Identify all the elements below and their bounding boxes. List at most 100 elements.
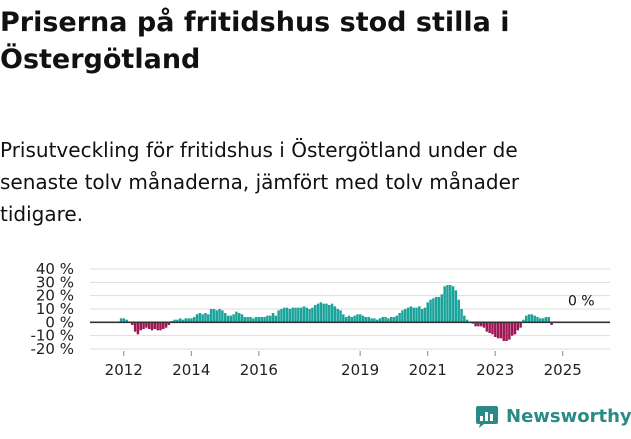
bar <box>198 313 202 323</box>
x-axis-ticks: 2012 2014 2016 2019 2021 2023 2025 <box>105 351 582 379</box>
bar <box>336 309 339 323</box>
y-tick-label: -10 % <box>30 327 74 345</box>
bar <box>434 297 438 323</box>
bar <box>201 314 204 323</box>
bar <box>381 317 384 323</box>
y-tick-label: 30 % <box>36 273 74 291</box>
bar <box>162 322 165 329</box>
bar <box>516 322 520 331</box>
bar <box>226 315 230 323</box>
bar <box>218 309 221 323</box>
bar <box>367 317 370 323</box>
x-tick-label: 2012 <box>105 361 143 379</box>
bar <box>550 322 553 325</box>
bar <box>539 318 542 323</box>
y-axis-ticks: 40 %30 %20 %10 %0 %-10 %-20 % <box>30 260 74 358</box>
bar <box>249 317 252 323</box>
bar <box>361 315 365 323</box>
bar <box>370 318 373 323</box>
bar <box>418 306 421 323</box>
bar <box>325 303 328 323</box>
bar <box>356 314 359 323</box>
bar <box>412 307 415 323</box>
bar <box>373 318 376 323</box>
bar <box>260 317 263 323</box>
bar <box>142 322 145 329</box>
bar <box>344 317 348 323</box>
bar <box>451 286 455 323</box>
bar <box>401 310 404 323</box>
bar <box>536 317 539 323</box>
bar <box>190 318 193 323</box>
bar <box>153 322 157 329</box>
bar <box>311 307 314 323</box>
newsworthy-logo-icon <box>476 406 498 428</box>
bar <box>167 322 171 325</box>
bar <box>322 303 325 323</box>
bar <box>243 317 247 323</box>
bar <box>429 299 432 323</box>
bar <box>392 317 396 323</box>
bar <box>232 314 235 323</box>
bar <box>173 319 176 323</box>
bar <box>426 302 429 323</box>
bar <box>375 319 379 323</box>
bar <box>192 317 196 323</box>
bar <box>479 322 483 327</box>
bar <box>254 317 258 323</box>
bar <box>510 322 514 336</box>
bar <box>221 310 224 323</box>
bar <box>285 307 289 323</box>
bar <box>212 309 216 323</box>
bar <box>463 315 466 323</box>
x-tick-label: 2023 <box>476 361 514 379</box>
y-tick-label: 10 % <box>36 300 74 318</box>
bar <box>266 315 269 323</box>
bar <box>133 322 137 332</box>
bar <box>496 322 500 339</box>
bar <box>150 322 154 331</box>
bar <box>328 305 331 323</box>
bar <box>215 310 218 323</box>
bar <box>420 309 424 323</box>
y-tick-label: -20 % <box>30 340 74 358</box>
bar <box>485 322 489 332</box>
bar <box>432 298 435 323</box>
bar <box>443 286 446 323</box>
bar <box>522 319 525 323</box>
bar <box>139 322 142 331</box>
bar <box>477 322 480 327</box>
bar <box>288 309 292 323</box>
bars <box>119 285 553 341</box>
bar <box>235 311 238 323</box>
bar <box>502 322 505 341</box>
bar <box>291 307 294 323</box>
bar <box>457 299 460 323</box>
bar <box>125 319 128 323</box>
bar <box>122 318 126 323</box>
bar <box>494 322 497 337</box>
bar <box>308 309 311 323</box>
bar <box>406 307 410 323</box>
bar <box>263 317 266 323</box>
bar <box>280 309 283 323</box>
bar <box>544 317 548 323</box>
bar <box>409 306 413 323</box>
y-tick-label: 0 % <box>45 313 74 331</box>
bar <box>209 309 213 323</box>
bar <box>437 297 441 323</box>
bar <box>460 309 463 323</box>
bar <box>271 313 275 323</box>
bar <box>378 318 382 323</box>
bar <box>178 318 182 323</box>
bar <box>364 317 368 323</box>
brand-name: Newsworthy <box>506 405 631 427</box>
bar <box>299 307 303 323</box>
bar <box>389 317 393 323</box>
bar <box>384 317 387 323</box>
bar <box>541 318 545 323</box>
bar <box>446 285 449 323</box>
grid-lines <box>90 268 610 350</box>
bar <box>415 307 418 323</box>
bar <box>297 307 300 323</box>
